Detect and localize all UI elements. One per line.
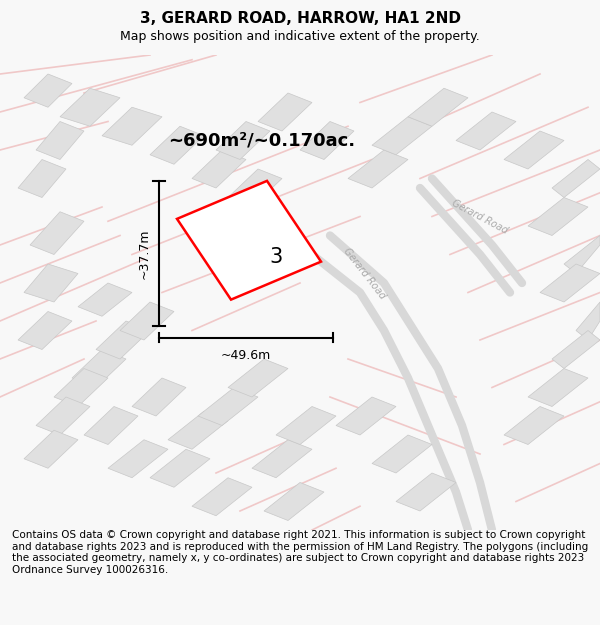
Text: ~49.6m: ~49.6m [221, 349, 271, 362]
Polygon shape [150, 449, 210, 488]
Polygon shape [30, 212, 84, 254]
Polygon shape [300, 121, 354, 159]
Text: Map shows position and indicative extent of the property.: Map shows position and indicative extent… [120, 30, 480, 43]
Polygon shape [72, 349, 126, 388]
Polygon shape [36, 397, 90, 435]
Polygon shape [540, 264, 600, 302]
Polygon shape [258, 93, 312, 131]
Polygon shape [150, 126, 204, 164]
Polygon shape [168, 411, 228, 449]
Text: 3, GERARD ROAD, HARROW, HA1 2ND: 3, GERARD ROAD, HARROW, HA1 2ND [139, 11, 461, 26]
Polygon shape [552, 331, 600, 369]
Polygon shape [108, 440, 168, 478]
Polygon shape [54, 369, 108, 406]
Polygon shape [216, 121, 270, 159]
Polygon shape [504, 406, 564, 444]
Polygon shape [576, 302, 600, 340]
Polygon shape [102, 107, 162, 145]
Polygon shape [564, 236, 600, 274]
Polygon shape [228, 359, 288, 397]
Polygon shape [456, 112, 516, 150]
Polygon shape [78, 283, 132, 316]
Polygon shape [192, 478, 252, 516]
Polygon shape [552, 159, 600, 198]
Polygon shape [84, 406, 138, 444]
Text: Gerard Road: Gerard Road [451, 198, 509, 236]
Polygon shape [336, 397, 396, 435]
Text: ~690m²/~0.170ac.: ~690m²/~0.170ac. [168, 131, 355, 149]
Polygon shape [60, 88, 120, 126]
Polygon shape [264, 482, 324, 521]
Text: Contains OS data © Crown copyright and database right 2021. This information is : Contains OS data © Crown copyright and d… [12, 530, 588, 575]
Polygon shape [408, 88, 468, 126]
Polygon shape [36, 121, 84, 159]
Polygon shape [228, 169, 282, 207]
Polygon shape [276, 406, 336, 444]
Polygon shape [192, 150, 246, 188]
Polygon shape [372, 435, 432, 473]
Polygon shape [528, 198, 588, 236]
Polygon shape [120, 302, 174, 340]
Polygon shape [252, 440, 312, 478]
Polygon shape [177, 181, 321, 299]
Polygon shape [132, 378, 186, 416]
Polygon shape [18, 159, 66, 198]
Polygon shape [24, 264, 78, 302]
Polygon shape [198, 388, 258, 426]
Text: Gerard Road: Gerard Road [342, 246, 388, 301]
Polygon shape [24, 74, 72, 108]
Polygon shape [96, 321, 150, 359]
Polygon shape [372, 117, 432, 155]
Text: 3: 3 [269, 247, 283, 267]
Polygon shape [504, 131, 564, 169]
Polygon shape [528, 369, 588, 406]
Polygon shape [348, 150, 408, 188]
Polygon shape [396, 473, 456, 511]
Polygon shape [24, 430, 78, 468]
Text: ~37.7m: ~37.7m [137, 228, 151, 279]
Polygon shape [18, 311, 72, 349]
